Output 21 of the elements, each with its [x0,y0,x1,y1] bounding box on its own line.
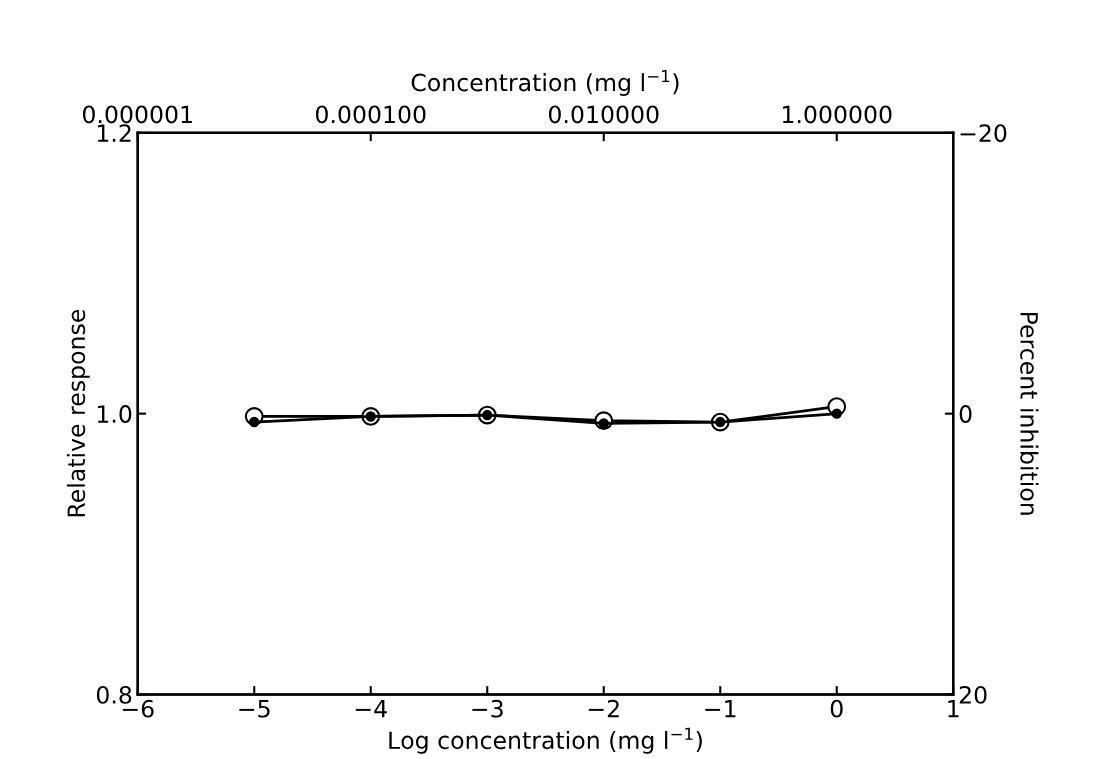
x-tick-label: −5 [239,700,270,718]
point [831,408,842,419]
y-axis-title: Relative response [66,309,90,517]
x-tick-label: −2 [588,699,619,718]
x-tick-label: −1 [705,700,736,718]
x2-tick-label: 0.010000 [548,105,659,124]
x-tick-label: 1 [948,700,959,718]
x2-tick-label: 0.000100 [315,105,426,124]
y2-axis-title: Percent inhibition [1020,312,1039,515]
y-tick-label: 1.0 [97,405,132,423]
y2-tick-label: 20 [959,685,987,704]
x-tick-label: 0 [830,699,843,718]
x2-tick-label: 1.000000 [783,105,892,124]
x2-axis-title: Concentration (mg l$^{−1}$) [411,69,679,96]
x2-tick-label: 0.000001 [82,105,192,124]
y2-tick-label: 0 [959,405,972,423]
x-tick-label: −3 [472,699,503,718]
x-tick-label: −4 [355,700,387,718]
y-tick-label: 1.2 [97,124,131,142]
x-axis-title: Log concentration (mg l$^{−1}$) [389,727,702,754]
y2-tick-label: −20 [960,124,1007,143]
